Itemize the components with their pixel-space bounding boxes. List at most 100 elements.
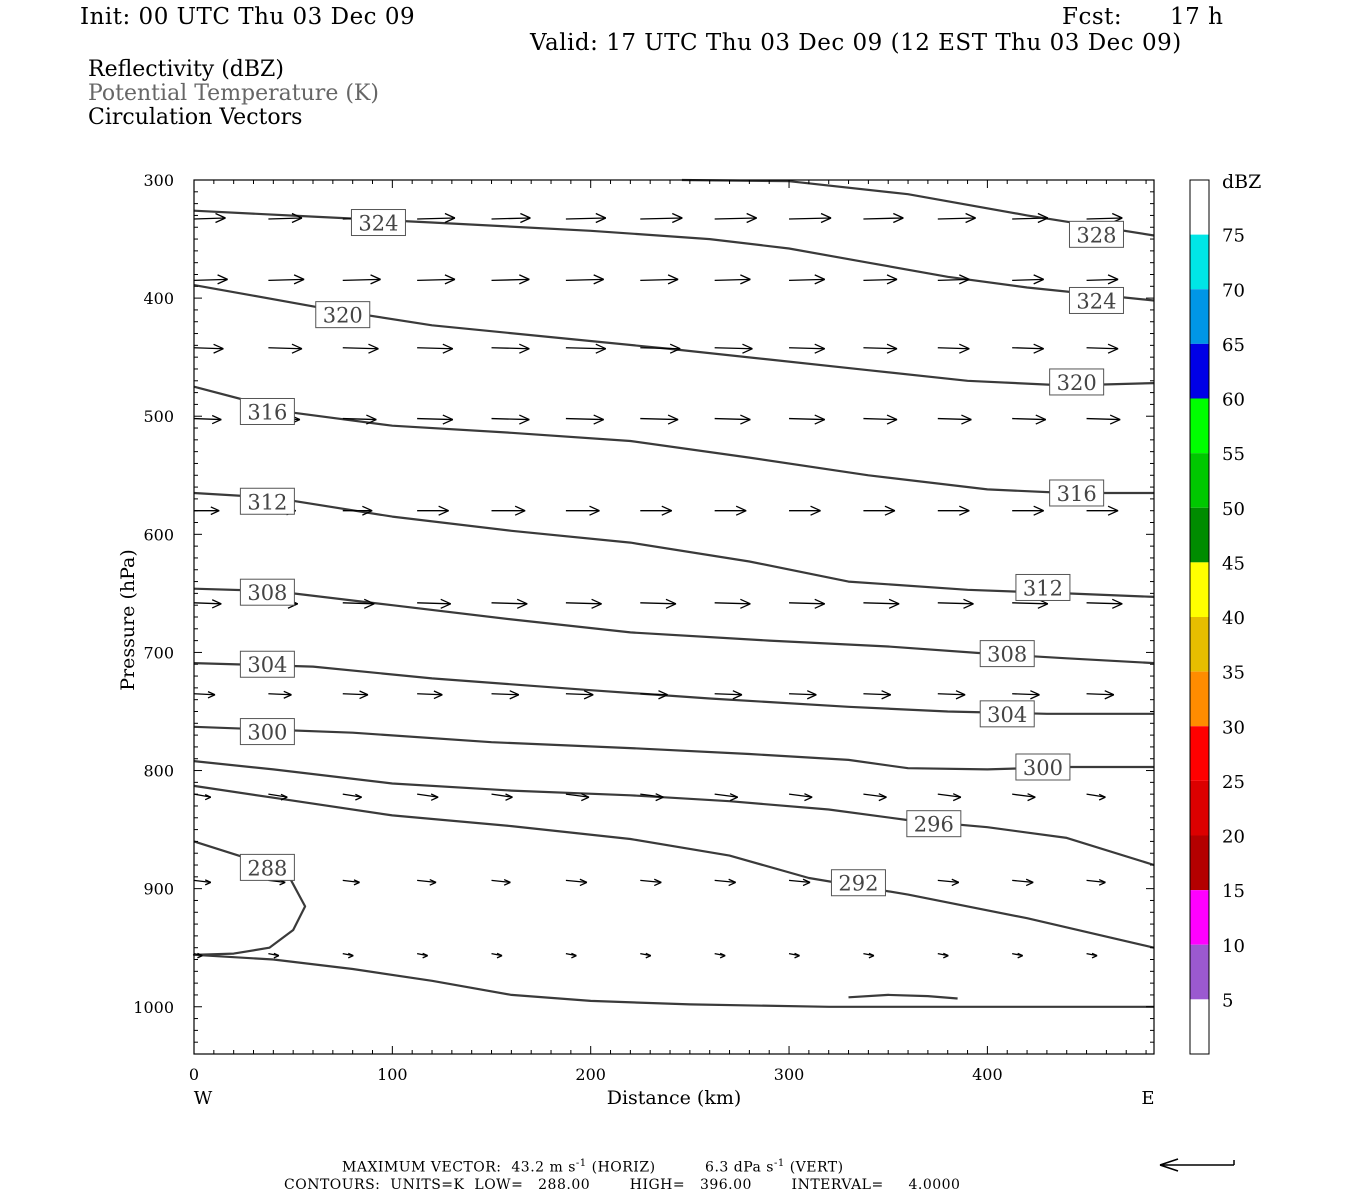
circulation-vector [1086, 793, 1106, 801]
contour-label: 292 [838, 872, 878, 896]
circulation-vector [342, 690, 369, 700]
circulation-vector [491, 414, 530, 425]
x-tick-label: 200 [575, 1065, 606, 1084]
colorbar-segment [1190, 671, 1209, 727]
contour-label-box [1068, 286, 1124, 314]
contour-label: 308 [247, 581, 287, 605]
isentrope-closed [848, 993, 958, 1000]
legend-potential-temperature: Potential Temperature (K) [88, 81, 379, 106]
circulation-vector [268, 690, 292, 699]
circulation-vector [565, 343, 607, 354]
contour-label: 308 [987, 643, 1027, 667]
circulation-vector [193, 952, 203, 959]
isentrope-296 [193, 760, 1155, 867]
colorbar-segment [1190, 398, 1209, 454]
contour-label-box [239, 718, 295, 746]
y-tick-label: 1000 [133, 998, 174, 1017]
y-tick-label: 800 [143, 762, 174, 781]
circulation-vector [491, 793, 513, 801]
colorbar-segment [1190, 453, 1209, 508]
circulation-vector [491, 274, 530, 285]
contour-label: 296 [914, 813, 954, 837]
isentrope-300 [193, 725, 1154, 771]
circulation-vector [789, 690, 817, 700]
contour-label: 328 [1076, 223, 1116, 247]
x-tick-label: 100 [377, 1065, 408, 1084]
contour-label-box [979, 700, 1035, 728]
circulation-vector [491, 505, 526, 516]
circulation-vector [788, 878, 811, 887]
circulation-vector [193, 691, 216, 699]
circulation-vector [342, 343, 379, 354]
colorbar-tick-label: 70 [1222, 280, 1245, 301]
circulation-vector [417, 505, 449, 516]
circulation-vector [565, 505, 600, 516]
colorbar-segment [1190, 562, 1209, 617]
colorbar-tick-label: 5 [1222, 990, 1233, 1011]
circulation-vector [937, 952, 949, 959]
contour-label-box [1015, 573, 1071, 601]
valid-time: Valid: 17 UTC Thu 03 Dec 09 (12 EST Thu … [530, 30, 1182, 56]
contour-label: 316 [1057, 482, 1097, 506]
circulation-vector [491, 878, 511, 886]
circulation-vector [342, 952, 354, 959]
x-tick-label: 300 [774, 1065, 805, 1084]
contour-label: 316 [247, 400, 287, 424]
circulation-vector [491, 952, 503, 959]
circulation-vector [863, 598, 900, 609]
circulation-vector [193, 879, 212, 886]
colorbar-tick-label: 65 [1222, 335, 1245, 356]
circulation-vector [1086, 414, 1121, 425]
circulation-vector [417, 212, 456, 224]
colorbar-tick-label: 25 [1222, 772, 1245, 793]
circulation-vector [937, 212, 976, 224]
circulation-vector [788, 952, 800, 959]
circulation-vector [417, 598, 452, 609]
colorbar-segment [1190, 726, 1209, 781]
circulation-vector [417, 414, 454, 425]
circulation-vector [1086, 690, 1115, 700]
circulation-vector [789, 212, 832, 224]
circulation-vector [268, 343, 303, 354]
footer-contours: CONTOURS: UNITS=K LOW= 288.00 HIGH= 396.… [284, 1177, 961, 1193]
circulation-vector [714, 690, 743, 700]
circulation-vector [714, 212, 757, 224]
contour-label-box [1015, 753, 1071, 781]
colorbar-segment [1190, 234, 1209, 290]
reference-vector-arrow [1159, 1158, 1235, 1172]
circulation-vector [491, 212, 531, 224]
y-tick-label: 300 [143, 171, 174, 190]
forecast-hour: 17 h [1170, 4, 1224, 30]
colorbar-segment [1190, 999, 1209, 1054]
circulation-vector [714, 505, 747, 516]
contour-label: 312 [247, 490, 287, 514]
footer-max-vector: MAXIMUM VECTOR: 43.2 m s-1 (HORIZ) 6.3 d… [342, 1158, 844, 1176]
circulation-vector [565, 878, 588, 887]
circulation-vector [863, 952, 875, 959]
colorbar-segment [1190, 617, 1209, 672]
circulation-vector [1012, 274, 1044, 285]
circulation-vector [640, 414, 679, 425]
contour-label: 304 [247, 653, 287, 677]
contour-label-box [315, 301, 371, 329]
circulation-vector [714, 793, 739, 802]
circulation-vector [640, 505, 673, 516]
y-tick-label: 600 [143, 525, 174, 544]
circulation-vector [1012, 690, 1040, 700]
contour-label: 324 [1076, 289, 1116, 313]
init-time: Init: 00 UTC Thu 03 Dec 09 [80, 4, 416, 30]
circulation-vector [565, 414, 604, 425]
circulation-vector [789, 505, 821, 516]
circulation-vector [937, 690, 966, 700]
contour-label-box [239, 578, 295, 606]
contour-label-box [350, 209, 406, 237]
circulation-vector [342, 879, 360, 886]
circulation-vector [640, 598, 677, 609]
colorbar-tick-label: 10 [1222, 936, 1245, 957]
circulation-vector [863, 690, 891, 700]
isentrope-288 [192, 840, 1154, 1008]
colorbar-tick-label: 40 [1222, 608, 1245, 629]
colorbar-segment [1190, 343, 1209, 399]
circulation-vector [640, 690, 668, 700]
circulation-vector [789, 414, 826, 425]
